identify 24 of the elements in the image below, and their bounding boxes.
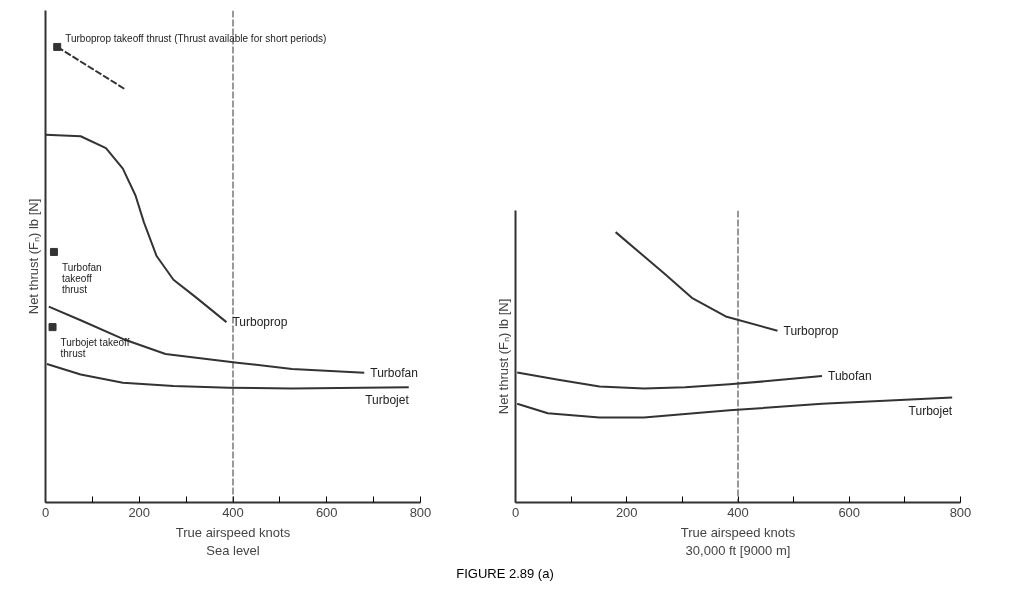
x-tick-label: 800 [409, 504, 432, 520]
x-tick-label: 0 [511, 504, 520, 520]
annotation: Turbojet takeoff thrust [60, 337, 130, 360]
x-tick-label: 200 [128, 504, 151, 520]
y-axis-title: Net thrust (Fₙ) lb [N] [25, 198, 41, 315]
x-tick-label: 400 [222, 504, 244, 520]
x-tick-label: 600 [315, 504, 338, 520]
x-axis-title: True airspeed knots Sea level [175, 524, 291, 558]
x-tick-label: 0 [41, 504, 50, 520]
series-label: Tubofan [827, 368, 872, 383]
y-axis-title: Net thrust (Fₙ) lb [N] [495, 298, 511, 415]
annotation: Turboprop takeoff thrust (Thrust available for short periods) [65, 32, 327, 44]
series-label: Turboprop [232, 315, 288, 330]
series-label: Turbojet [365, 393, 410, 408]
series-label: Turbofan [370, 365, 418, 380]
x-axis-title: True airspeed knots 30,000 ft [9000 m] [680, 524, 796, 558]
caption: FIGURE 2.89 (a) [456, 565, 554, 583]
series-label: Turbojet [908, 403, 953, 418]
annotation: Turbofan takeoff thrust [61, 261, 102, 295]
x-tick-label: 400 [727, 504, 749, 520]
x-tick-label: 200 [615, 504, 638, 520]
x-tick-label: 800 [949, 504, 972, 520]
series-label: Turboprop [783, 323, 839, 338]
x-tick-label: 600 [838, 504, 861, 520]
